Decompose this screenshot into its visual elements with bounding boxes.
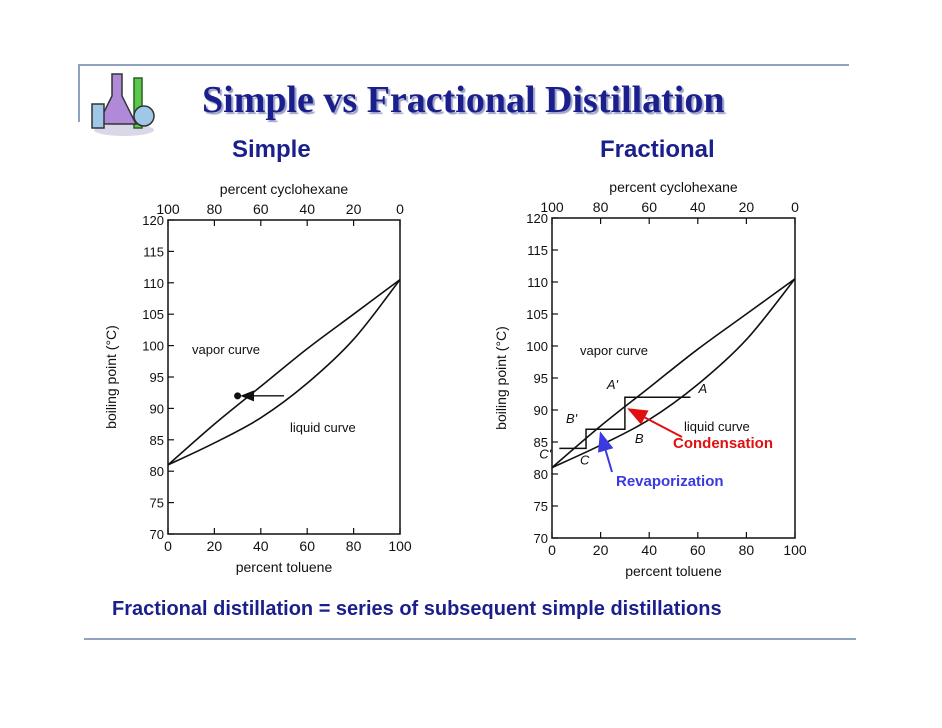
fractional-distillation-chart: 70 75 80 85 90 95 100 105 110 115 120 0 20 40 60 80 100 1… bbox=[493, 179, 807, 579]
fractional-steps bbox=[559, 396, 691, 450]
slide-title: Simple vs Fractional Distillation bbox=[202, 79, 725, 121]
y-tick-label: 120 bbox=[526, 211, 548, 226]
x-tick-label: 20 bbox=[207, 538, 223, 554]
step-label-Aprime: A' bbox=[606, 377, 619, 392]
x2-axis-label: percent cyclohexane bbox=[609, 179, 738, 195]
y-tick-label: 100 bbox=[142, 339, 164, 354]
y-tick-label: 75 bbox=[150, 496, 164, 511]
y-tick-label: 105 bbox=[526, 307, 548, 322]
x-tick-label: 100 bbox=[783, 542, 807, 558]
x-tick-label: 0 bbox=[548, 542, 556, 558]
step-label-Cprime: C' bbox=[539, 446, 551, 461]
slide-frame-left bbox=[78, 64, 80, 122]
x-tick-label: 60 bbox=[690, 542, 706, 558]
x2-axis-label: percent cyclohexane bbox=[220, 181, 349, 197]
plot-frame bbox=[551, 217, 796, 539]
x2-tick-label: 80 bbox=[593, 199, 609, 215]
y-axis-label: boiling point (°C) bbox=[103, 325, 119, 429]
x-tick-label: 60 bbox=[299, 538, 315, 554]
y-axis-label: boiling point (°C) bbox=[493, 326, 509, 430]
y-tick-label: 90 bbox=[150, 401, 164, 416]
y-tick-label: 80 bbox=[150, 464, 164, 479]
x-tick-label: 80 bbox=[739, 542, 755, 558]
x2-tick-label: 40 bbox=[299, 201, 315, 217]
y-tick-label: 80 bbox=[534, 467, 548, 482]
revaporization-label: Revaporization bbox=[616, 473, 724, 490]
plot-frame bbox=[167, 219, 401, 535]
y-tick-label: 90 bbox=[534, 403, 548, 418]
x2-tick-label: 40 bbox=[690, 199, 706, 215]
y-tick-label: 75 bbox=[534, 499, 548, 514]
y-tick-label: 110 bbox=[527, 275, 548, 290]
y-tick-label: 115 bbox=[527, 243, 548, 258]
y-tick-label: 120 bbox=[142, 213, 164, 228]
slide-frame-top bbox=[78, 64, 849, 66]
simple-chart-title: Simple bbox=[232, 136, 311, 163]
y-tick-label: 100 bbox=[526, 339, 548, 354]
footer-caption: Fractional distillation = series of subs… bbox=[112, 598, 722, 620]
x-tick-label: 100 bbox=[388, 538, 412, 554]
x-tick-label: 20 bbox=[593, 542, 609, 558]
x-axis-label: percent toluene bbox=[236, 559, 333, 575]
x2-tick-label: 60 bbox=[253, 201, 269, 217]
x2-tick-label: 0 bbox=[791, 199, 799, 215]
fractional-chart-title: Fractional bbox=[600, 136, 715, 163]
y-tick-label: 105 bbox=[142, 307, 164, 322]
x2-tick-label: 20 bbox=[346, 201, 362, 217]
x-tick-label: 0 bbox=[164, 538, 172, 554]
condensation-label: Condensation bbox=[673, 435, 773, 452]
slide-frame-bottom bbox=[84, 638, 856, 640]
x2-tick-label: 20 bbox=[739, 199, 755, 215]
step-label-C: C bbox=[580, 452, 590, 467]
vapor-point bbox=[234, 392, 242, 400]
revaporization-arrow bbox=[597, 431, 614, 473]
simple-distillation-chart: 70 75 80 85 90 95 100 105 110 115 120 0 20 40 60 80 100 1… bbox=[103, 181, 412, 575]
vapor-curve bbox=[167, 279, 401, 466]
condensation-arrow bbox=[627, 408, 683, 438]
liquid-curve bbox=[167, 279, 401, 466]
step-label-Bprime: B' bbox=[566, 411, 578, 426]
x2-tick-label: 60 bbox=[641, 199, 657, 215]
x-tick-label: 40 bbox=[641, 542, 657, 558]
x-tick-label: 40 bbox=[253, 538, 269, 554]
y-tick-label: 95 bbox=[534, 371, 548, 386]
y-tick-label: 95 bbox=[150, 370, 164, 385]
y-tick-label: 70 bbox=[534, 531, 548, 546]
y-tick-label: 115 bbox=[143, 244, 164, 259]
x2-tick-label: 80 bbox=[207, 201, 223, 217]
y-tick-label: 70 bbox=[150, 527, 164, 542]
vapor-curve-label: vapor curve bbox=[580, 343, 648, 358]
y-tick-label: 85 bbox=[150, 433, 164, 448]
y-tick-label: 85 bbox=[534, 435, 548, 450]
liquid-curve-label: liquid curve bbox=[290, 420, 356, 435]
liquid-curve-label: liquid curve bbox=[684, 419, 750, 434]
x-axis-label: percent toluene bbox=[625, 563, 722, 579]
x2-tick-label: 100 bbox=[540, 199, 564, 215]
x2-tick-label: 0 bbox=[396, 201, 404, 217]
step-label-B: B bbox=[635, 431, 644, 446]
x2-tick-label: 100 bbox=[156, 201, 180, 217]
step-label-A: A bbox=[698, 381, 708, 396]
y-tick-label: 110 bbox=[143, 276, 164, 291]
vapor-curve-label: vapor curve bbox=[192, 342, 260, 357]
lab-flasks-icon bbox=[91, 73, 155, 136]
x-tick-label: 80 bbox=[346, 538, 362, 554]
